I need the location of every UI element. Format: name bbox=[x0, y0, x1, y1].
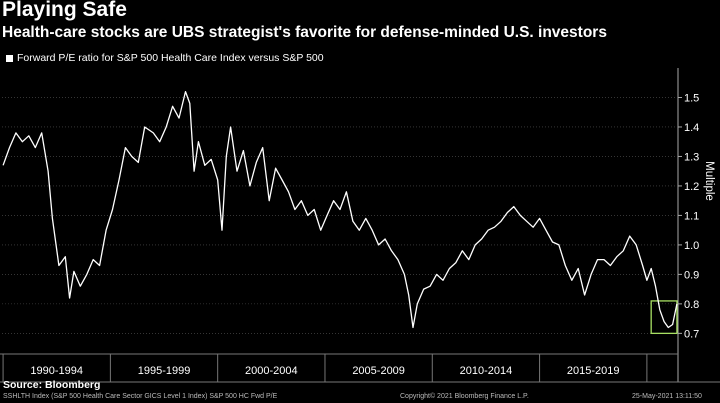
legend-label: Forward P/E ratio for S&P 500 Health Car… bbox=[17, 52, 324, 64]
x-period-label: 1995-1999 bbox=[138, 365, 191, 377]
y-tick-label: 0.8 bbox=[684, 299, 699, 311]
y-tick-label: 1.0 bbox=[684, 240, 699, 252]
highlight-box bbox=[650, 300, 678, 335]
x-period-label: 1990-1994 bbox=[30, 365, 83, 377]
footer-timestamp: 25-May-2021 13:11:50 bbox=[632, 393, 702, 400]
y-tick-label: 1.1 bbox=[684, 210, 699, 222]
y-tick-label: 0.9 bbox=[684, 269, 699, 281]
legend-swatch bbox=[6, 54, 13, 62]
footer-index: SSHLTH Index (S&P 500 Health Care Sector… bbox=[3, 393, 278, 400]
highlight-group bbox=[650, 300, 678, 335]
y-axis: 0.7 0.8 0.9 1.0 1.1 1.2 1.3 1.4 1.5 bbox=[678, 92, 699, 340]
x-period-label: 2010-2014 bbox=[460, 365, 513, 377]
x-period-label: 2005-2009 bbox=[352, 365, 405, 377]
series-group bbox=[2, 90, 678, 329]
x-period-label: 2000-2004 bbox=[245, 365, 298, 377]
chart-title: Playing Safe bbox=[2, 0, 127, 21]
y-tick-label: 1.2 bbox=[684, 181, 699, 193]
footer-copyright: Copyright© 2021 Bloomberg Finance L.P. bbox=[400, 393, 529, 400]
plot-frame bbox=[0, 68, 720, 383]
series-line bbox=[2, 90, 678, 329]
source-note: Source: Bloomberg bbox=[3, 379, 101, 391]
gridlines bbox=[2, 97, 678, 334]
x-axis: 1990-1994 1995-1999 2000-2004 2005-2009 2010… bbox=[2, 354, 648, 382]
y-tick-label: 0.7 bbox=[684, 328, 699, 340]
y-axis-title: Multiple bbox=[703, 161, 715, 201]
chart-subtitle: Health-care stocks are UBS strategist's … bbox=[2, 24, 607, 41]
x-period-label: 2015-2019 bbox=[567, 365, 620, 377]
y-tick-label: 1.4 bbox=[684, 122, 699, 134]
y-tick-label: 1.3 bbox=[684, 151, 699, 163]
y-tick-label: 1.5 bbox=[684, 92, 699, 104]
legend: Forward P/E ratio for S&P 500 Health Car… bbox=[6, 52, 324, 64]
